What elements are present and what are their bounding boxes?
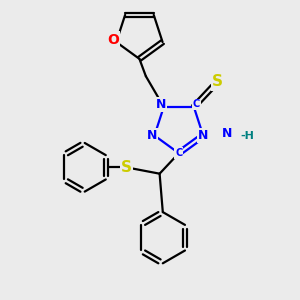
Text: -H: -H: [240, 130, 254, 140]
Text: S: S: [121, 160, 132, 175]
Text: N: N: [198, 129, 208, 142]
Text: N: N: [156, 98, 166, 111]
Text: C: C: [175, 148, 182, 158]
Text: N: N: [222, 127, 233, 140]
Text: O: O: [107, 32, 119, 46]
Text: N: N: [147, 129, 157, 142]
Text: S: S: [212, 74, 223, 89]
Text: C: C: [193, 99, 200, 109]
